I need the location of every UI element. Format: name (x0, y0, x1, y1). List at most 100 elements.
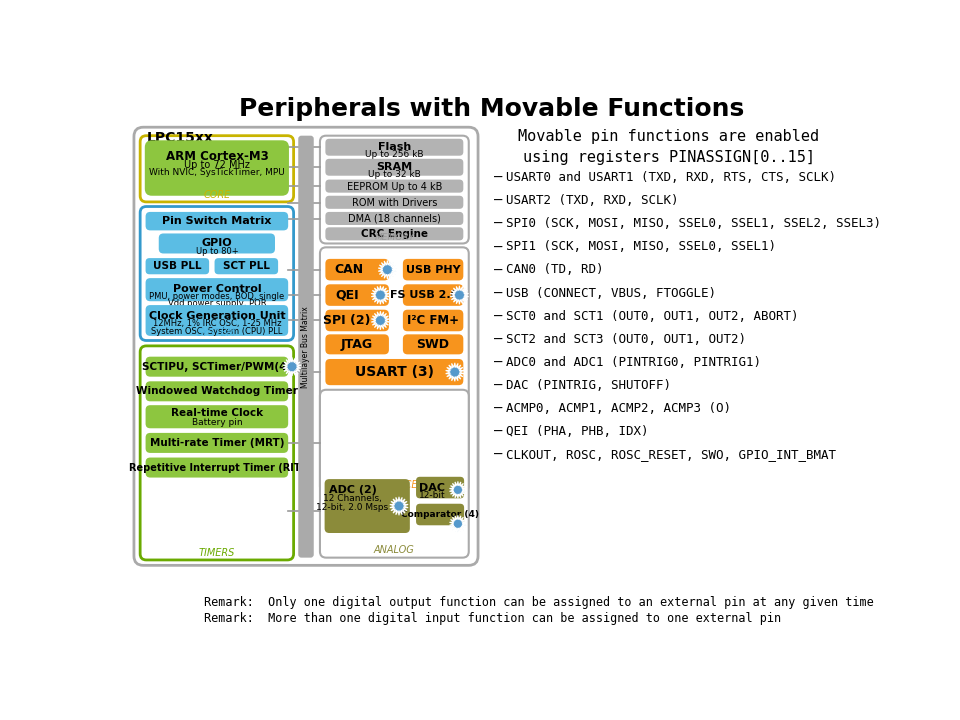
Text: –: – (493, 240, 502, 254)
Text: Power Control: Power Control (173, 284, 261, 294)
Text: Windowed Watchdog Timer: Windowed Watchdog Timer (136, 387, 298, 396)
FancyBboxPatch shape (320, 248, 468, 492)
Polygon shape (450, 286, 468, 305)
Text: SPI (2): SPI (2) (324, 314, 371, 327)
FancyBboxPatch shape (325, 310, 389, 331)
Text: LPC15xx: LPC15xx (147, 131, 214, 145)
Text: Multi-rate Timer (MRT): Multi-rate Timer (MRT) (150, 438, 284, 448)
Polygon shape (283, 357, 301, 376)
FancyBboxPatch shape (325, 196, 464, 209)
Polygon shape (372, 311, 390, 330)
Text: Up to 32 kB: Up to 32 kB (368, 170, 420, 179)
FancyBboxPatch shape (146, 212, 288, 230)
Text: Multilayer Bus Matrix: Multilayer Bus Matrix (301, 306, 310, 387)
Polygon shape (445, 363, 464, 382)
Text: ROM with Drivers: ROM with Drivers (351, 198, 437, 207)
FancyBboxPatch shape (140, 346, 294, 560)
Text: PMU, power modes, BOD, single: PMU, power modes, BOD, single (149, 292, 284, 301)
FancyBboxPatch shape (299, 135, 314, 557)
FancyBboxPatch shape (325, 259, 389, 280)
Text: –: – (493, 356, 502, 370)
Text: 12-bit: 12-bit (419, 491, 445, 500)
FancyBboxPatch shape (146, 356, 288, 377)
FancyBboxPatch shape (416, 477, 464, 498)
Text: Battery pin: Battery pin (192, 418, 242, 427)
Text: 12MHz, 1% IRC OSC, 1-25 MHz: 12MHz, 1% IRC OSC, 1-25 MHz (153, 319, 281, 328)
Text: DMA (18 channels): DMA (18 channels) (348, 214, 441, 224)
FancyBboxPatch shape (403, 284, 464, 306)
Text: USART0 and USART1 (TXD, RXD, RTS, CTS, SCLK): USART0 and USART1 (TXD, RXD, RTS, CTS, S… (506, 171, 836, 184)
Text: Comparator (4): Comparator (4) (401, 510, 479, 519)
FancyBboxPatch shape (325, 159, 464, 176)
Text: SYSTEM: SYSTEM (198, 328, 236, 338)
Polygon shape (449, 516, 467, 532)
Text: –: – (493, 310, 502, 324)
FancyBboxPatch shape (146, 305, 288, 336)
Text: USB PHY: USB PHY (406, 265, 461, 274)
FancyBboxPatch shape (214, 258, 278, 274)
Text: CORE: CORE (204, 189, 230, 199)
Text: –: – (493, 264, 502, 277)
Text: SCT0 and SCT1 (OUT0, OUT1, OUT2, ABORT): SCT0 and SCT1 (OUT0, OUT1, OUT2, ABORT) (506, 310, 799, 323)
FancyBboxPatch shape (416, 504, 464, 526)
Text: Up to 80+: Up to 80+ (196, 247, 238, 256)
Text: USB (CONNECT, VBUS, FTOGGLE): USB (CONNECT, VBUS, FTOGGLE) (506, 287, 716, 300)
Text: Real-time Clock: Real-time Clock (171, 408, 263, 418)
Text: 12-bit, 2.0 Msps: 12-bit, 2.0 Msps (317, 503, 389, 512)
Text: Peripherals with Movable Functions: Peripherals with Movable Functions (239, 97, 745, 121)
Text: QEI (PHA, PHB, IDX): QEI (PHA, PHB, IDX) (506, 426, 648, 438)
Text: With NVIC, SysTickTimer, MPU: With NVIC, SysTickTimer, MPU (149, 168, 285, 177)
Text: Remark:  More than one digital input function can be assigned to one external pi: Remark: More than one digital input func… (204, 611, 780, 624)
Text: EEPROM Up to 4 kB: EEPROM Up to 4 kB (347, 181, 442, 192)
Text: ARM Cortex-M3: ARM Cortex-M3 (165, 150, 268, 163)
Text: MEMORY: MEMORY (374, 233, 415, 242)
FancyBboxPatch shape (145, 140, 289, 196)
FancyBboxPatch shape (325, 228, 464, 240)
Text: Movable pin functions are enabled
using registers PINASSIGN[0..15]: Movable pin functions are enabled using … (518, 129, 819, 165)
Text: INTERFACES: INTERFACES (365, 480, 424, 490)
Text: CLKOUT, ROSC, ROSC_RESET, SWO, GPIO_INT_BMAT: CLKOUT, ROSC, ROSC_RESET, SWO, GPIO_INT_… (506, 449, 836, 462)
FancyBboxPatch shape (325, 334, 389, 354)
Text: Up to 256 kB: Up to 256 kB (365, 150, 423, 158)
Text: SWD: SWD (417, 338, 449, 351)
FancyBboxPatch shape (146, 457, 288, 477)
FancyBboxPatch shape (146, 433, 288, 453)
Text: CAN: CAN (334, 263, 363, 276)
Text: GPIO: GPIO (202, 238, 232, 248)
Text: Clock Generation Unit: Clock Generation Unit (149, 311, 285, 321)
Text: –: – (493, 194, 502, 208)
FancyBboxPatch shape (140, 207, 294, 341)
Polygon shape (378, 261, 396, 279)
FancyBboxPatch shape (146, 278, 288, 301)
Text: Vdd power supply, POR: Vdd power supply, POR (168, 299, 266, 308)
FancyBboxPatch shape (320, 390, 468, 557)
Text: ADC0 and ADC1 (PINTRIG0, PINTRIG1): ADC0 and ADC1 (PINTRIG0, PINTRIG1) (506, 356, 761, 369)
FancyBboxPatch shape (320, 135, 468, 243)
Text: DAC: DAC (420, 482, 445, 492)
Text: System OSC, System (CPU) PLL: System OSC, System (CPU) PLL (151, 327, 282, 336)
Text: SPI0 (SCK, MOSI, MISO, SSEL0, SSEL1, SSEL2, SSEL3): SPI0 (SCK, MOSI, MISO, SSEL0, SSEL1, SSE… (506, 217, 881, 230)
Text: USART2 (TXD, RXD, SCLK): USART2 (TXD, RXD, SCLK) (506, 194, 679, 207)
Text: Repetitive Interrupt Timer (RIT): Repetitive Interrupt Timer (RIT) (129, 462, 305, 472)
FancyBboxPatch shape (146, 405, 288, 428)
Text: ADC (2): ADC (2) (328, 485, 376, 495)
Text: –: – (493, 217, 502, 231)
Text: –: – (493, 402, 502, 416)
FancyBboxPatch shape (140, 135, 294, 202)
Text: FS USB 2.0: FS USB 2.0 (391, 290, 459, 300)
Text: –: – (493, 379, 502, 393)
Text: SCTIPU, SCTimer/PWM(4): SCTIPU, SCTimer/PWM(4) (142, 361, 292, 372)
FancyBboxPatch shape (324, 479, 410, 533)
Text: USB PLL: USB PLL (153, 261, 202, 271)
FancyBboxPatch shape (325, 212, 464, 225)
Polygon shape (390, 497, 408, 516)
FancyBboxPatch shape (403, 259, 464, 280)
FancyBboxPatch shape (325, 179, 464, 193)
Text: ANALOG: ANALOG (374, 545, 415, 555)
Text: CRC Engine: CRC Engine (361, 229, 428, 239)
Polygon shape (449, 482, 467, 498)
Text: Up to 72 MHz: Up to 72 MHz (184, 160, 250, 169)
Polygon shape (372, 286, 390, 305)
FancyBboxPatch shape (134, 127, 478, 565)
Text: –: – (493, 287, 502, 301)
